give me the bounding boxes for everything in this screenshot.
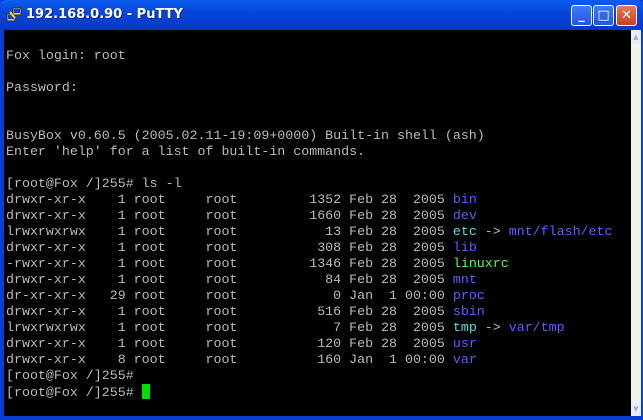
vertical-scrollbar[interactable]: ▲ ▼ xyxy=(631,30,641,416)
terminal-line xyxy=(6,96,612,112)
terminal-line: -rwxr-xr-x 1 root root 1346 Feb 28 2005 … xyxy=(6,256,612,272)
text-cursor xyxy=(141,384,150,399)
terminal-text: drwxr-xr-x 1 root root 1660 Feb 28 2005 xyxy=(6,208,453,223)
putty-app-icon[interactable] xyxy=(6,7,22,23)
terminal-line: [root@Fox /]255# ls -l xyxy=(6,176,612,192)
symlink-name: etc xyxy=(452,224,477,239)
terminal-line: Enter 'help' for a list of built-in comm… xyxy=(6,144,612,160)
close-button[interactable]: ✕ xyxy=(616,5,637,26)
terminal-text: BusyBox v0.60.5 (2005.02.11-19:09+0000) … xyxy=(6,128,485,143)
executable-name: linuxrc xyxy=(452,256,509,271)
terminal-text: lrwxrwxrwx 1 root root 13 Feb 28 2005 xyxy=(6,224,453,239)
directory-name: bin xyxy=(452,192,477,207)
terminal-line xyxy=(6,32,612,48)
terminal-line: drwxr-xr-x 1 root root 516 Feb 28 2005 s… xyxy=(6,304,612,320)
terminal-text: Password: xyxy=(6,80,78,95)
directory-name: lib xyxy=(452,240,477,255)
maximize-button[interactable]: □ xyxy=(593,5,614,26)
directory-name: usr xyxy=(452,336,477,351)
terminal-text: -> xyxy=(476,320,509,335)
directory-name: var xyxy=(452,352,477,367)
window-title: 192.168.0.90 - PuTTY xyxy=(26,7,183,22)
directory-name: proc xyxy=(452,288,485,303)
terminal-output[interactable]: Fox login: root Password: BusyBox v0.60.5 … xyxy=(4,30,631,416)
scroll-down-arrow-icon[interactable]: ▼ xyxy=(631,402,641,416)
terminal-lines: Fox login: root Password: BusyBox v0.60.5 … xyxy=(6,32,612,400)
terminal-text: Fox login: root xyxy=(6,48,126,63)
terminal-text: [root@Fox /]255# ls -l xyxy=(6,176,182,191)
symlink-name: tmp xyxy=(452,320,477,335)
terminal-line: [root@Fox /]255# xyxy=(6,368,612,384)
terminal-line: drwxr-xr-x 8 root root 160 Jan 1 00:00 v… xyxy=(6,352,612,368)
terminal-line: BusyBox v0.60.5 (2005.02.11-19:09+0000) … xyxy=(6,128,612,144)
terminal-line: drwxr-xr-x 1 root root 120 Feb 28 2005 u… xyxy=(6,336,612,352)
terminal-line: lrwxrwxrwx 1 root root 13 Feb 28 2005 et… xyxy=(6,224,612,240)
directory-name: var/tmp xyxy=(508,320,565,335)
terminal-line: Fox login: root xyxy=(6,48,612,64)
title-bar[interactable]: 192.168.0.90 - PuTTY _ □ ✕ xyxy=(0,0,643,30)
directory-name: mnt xyxy=(452,272,477,287)
directory-name: dev xyxy=(452,208,477,223)
terminal-line: drwxr-xr-x 1 root root 308 Feb 28 2005 l… xyxy=(6,240,612,256)
directory-name: sbin xyxy=(452,304,485,319)
terminal-text: drwxr-xr-x 1 root root 84 Feb 28 2005 xyxy=(6,272,453,287)
directory-name: mnt/flash/etc xyxy=(508,224,613,239)
terminal-line: drwxr-xr-x 1 root root 1352 Feb 28 2005 … xyxy=(6,192,612,208)
terminal-text: [root@Fox /]255# xyxy=(6,385,142,400)
minimize-button[interactable]: _ xyxy=(571,5,592,26)
terminal-line: [root@Fox /]255# xyxy=(6,384,612,400)
terminal-text: Enter 'help' for a list of built-in comm… xyxy=(6,144,366,159)
terminal-text: drwxr-xr-x 1 root root 516 Feb 28 2005 xyxy=(6,304,453,319)
terminal-line: drwxr-xr-x 1 root root 84 Feb 28 2005 mn… xyxy=(6,272,612,288)
terminal-line: Password: xyxy=(6,80,612,96)
terminal-text: [root@Fox /]255# xyxy=(6,368,134,383)
terminal-line: dr-xr-xr-x 29 root root 0 Jan 1 00:00 pr… xyxy=(6,288,612,304)
terminal-line: lrwxrwxrwx 1 root root 7 Feb 28 2005 tmp… xyxy=(6,320,612,336)
terminal-text: drwxr-xr-x 1 root root 308 Feb 28 2005 xyxy=(6,240,453,255)
terminal-text: drwxr-xr-x 1 root root 1352 Feb 28 2005 xyxy=(6,192,453,207)
terminal-text: drwxr-xr-x 8 root root 160 Jan 1 00:00 xyxy=(6,352,453,367)
terminal-text: drwxr-xr-x 1 root root 120 Feb 28 2005 xyxy=(6,336,453,351)
terminal-text: -> xyxy=(476,224,509,239)
terminal-text: lrwxrwxrwx 1 root root 7 Feb 28 2005 xyxy=(6,320,453,335)
terminal-line xyxy=(6,160,612,176)
terminal-line xyxy=(6,64,612,80)
terminal-line xyxy=(6,112,612,128)
terminal-text: -rwxr-xr-x 1 root root 1346 Feb 28 2005 xyxy=(6,256,453,271)
terminal-line: drwxr-xr-x 1 root root 1660 Feb 28 2005 … xyxy=(6,208,612,224)
scroll-up-arrow-icon[interactable]: ▲ xyxy=(631,30,641,44)
terminal-text: dr-xr-xr-x 29 root root 0 Jan 1 00:00 xyxy=(6,288,453,303)
